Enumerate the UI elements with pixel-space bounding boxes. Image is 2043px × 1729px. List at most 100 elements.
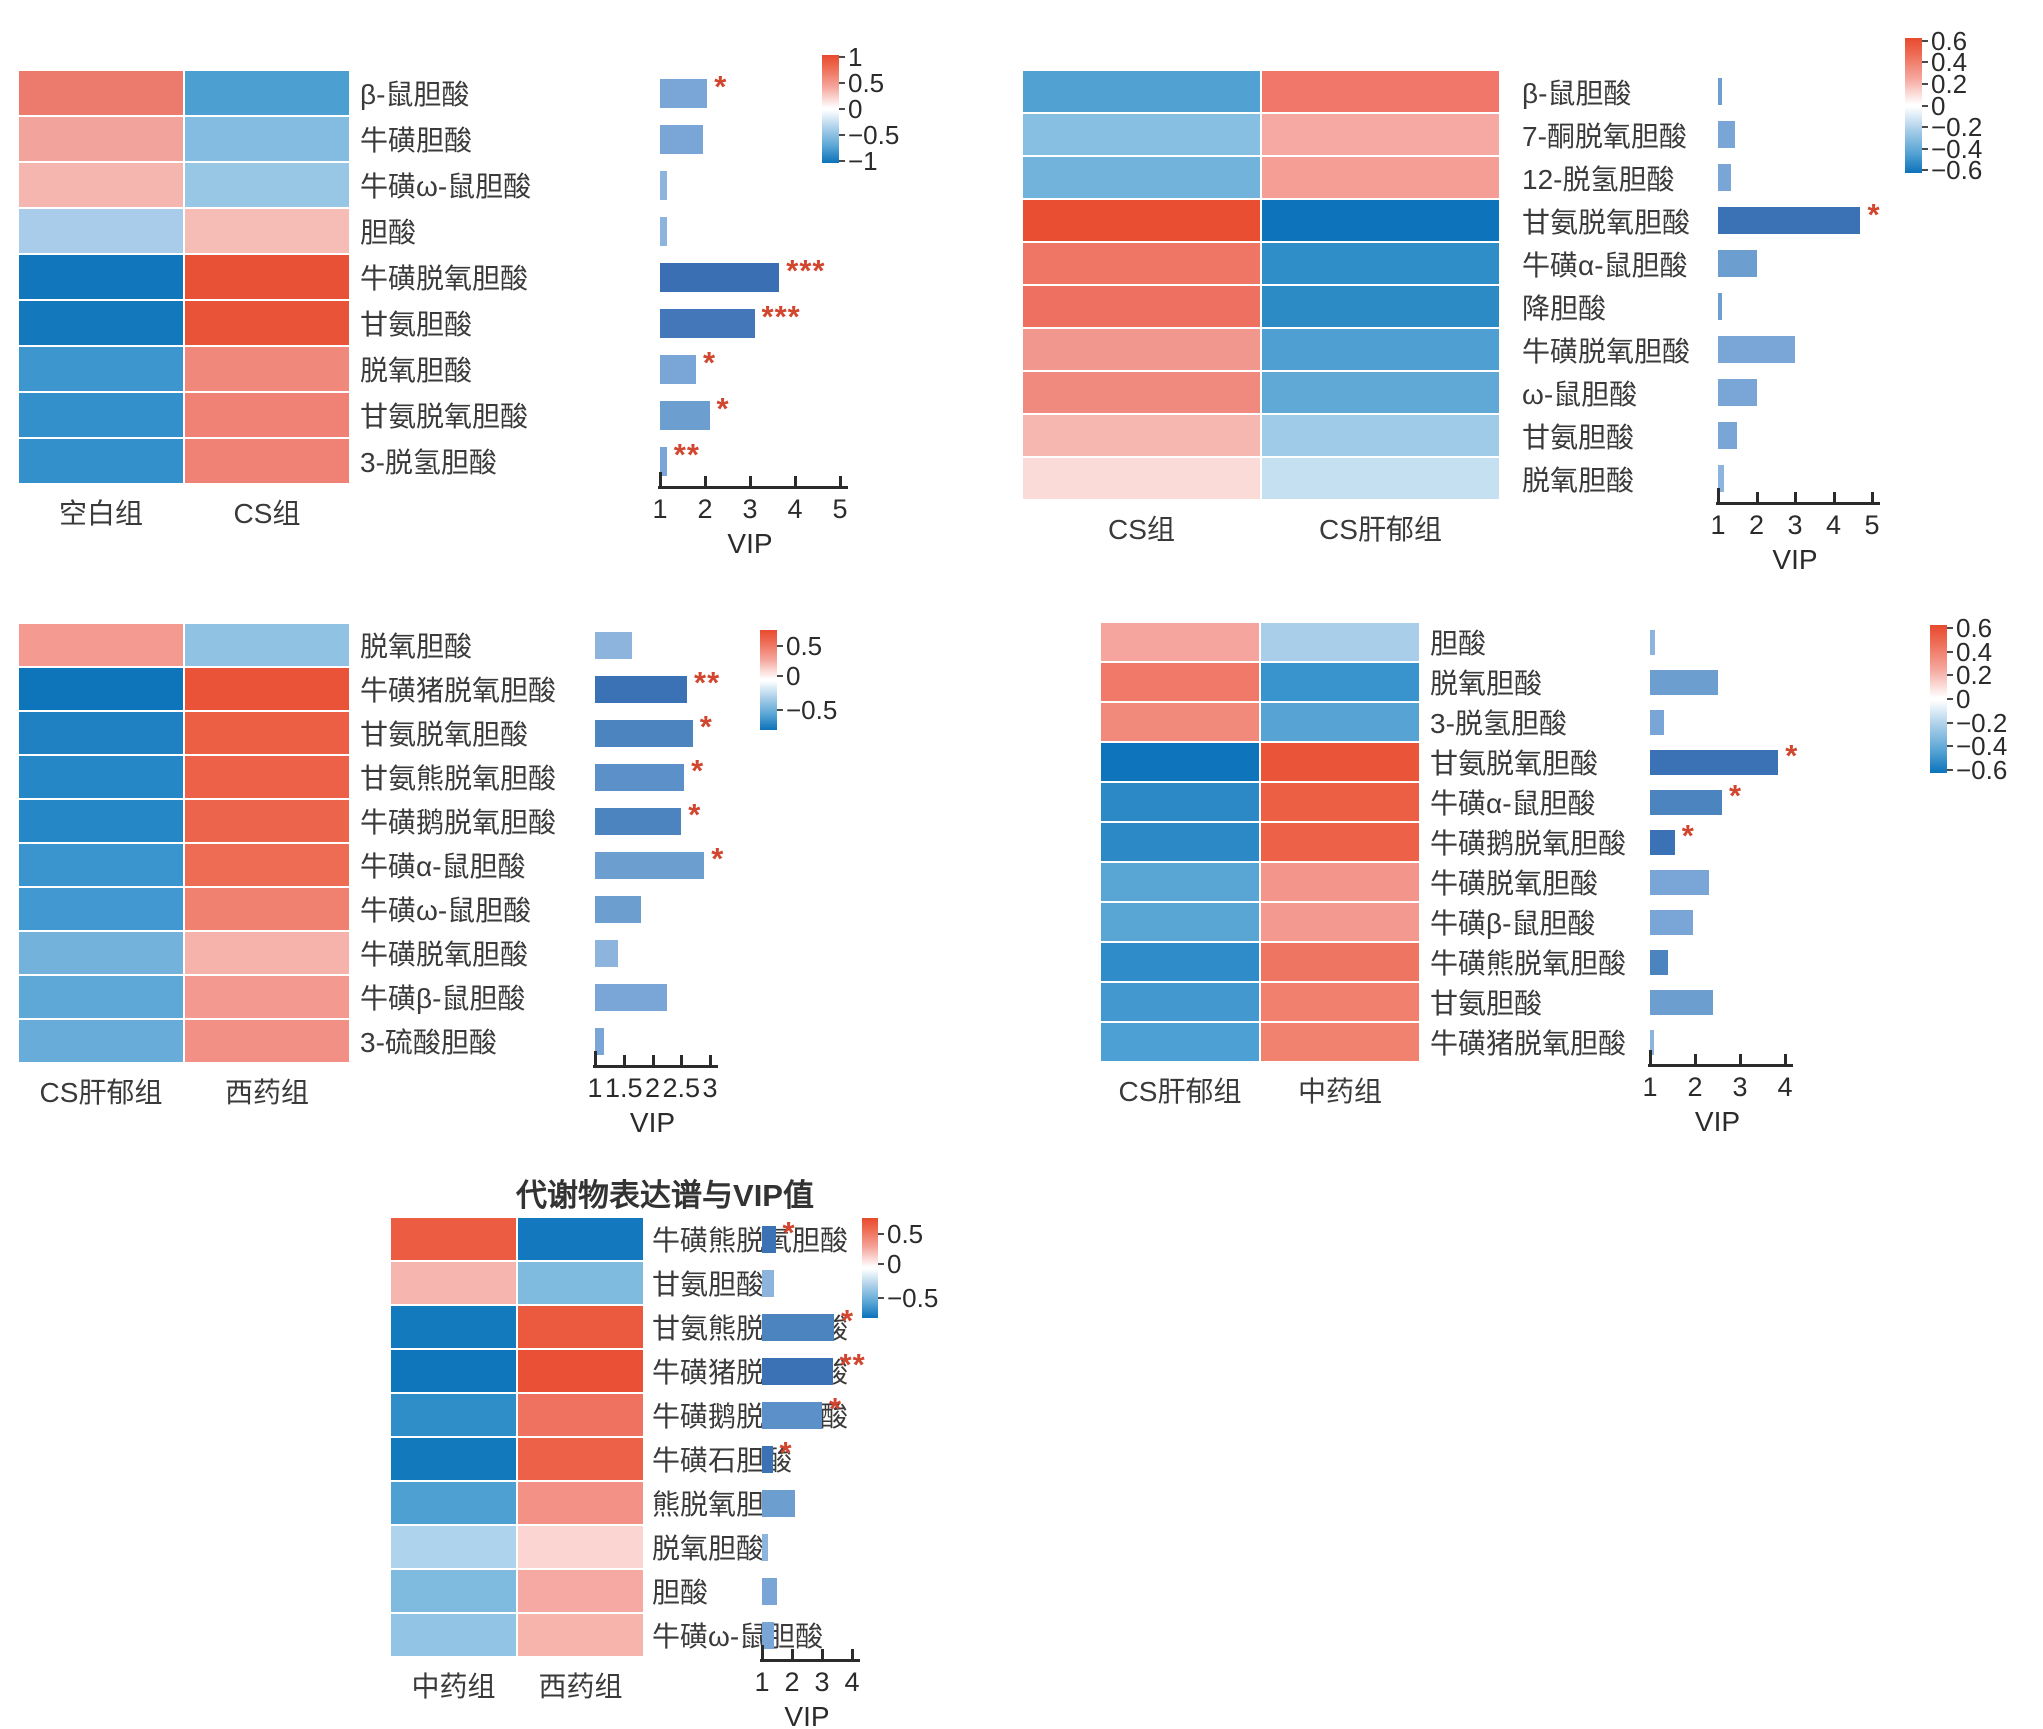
colorbar-tick-label: −0.2 <box>1956 707 2008 738</box>
vip-bar <box>762 1269 774 1297</box>
heatmap-cell <box>1023 157 1260 198</box>
axis-tick-label: 2 <box>1687 1072 1703 1102</box>
heatmap-cell <box>518 1218 643 1260</box>
vip-bar <box>1718 121 1736 148</box>
heatmap-cell <box>185 255 349 299</box>
vip-bar <box>1650 629 1655 655</box>
heatmap-cell <box>391 1570 516 1612</box>
row-label: 甘氨脱氧胆酸 <box>360 401 529 432</box>
axis-tick-label: 4 <box>787 494 803 524</box>
heatmap-cell <box>1262 415 1499 456</box>
group-label: CS组 <box>1108 514 1175 545</box>
group-label: 西药组 <box>538 1671 623 1702</box>
heatmap-cell <box>1262 243 1499 284</box>
row-label: 3-脱氢胆酸 <box>1430 708 1567 739</box>
vip-bar <box>1718 207 1861 234</box>
colorbar-tick-label: −0.2 <box>1931 112 1983 143</box>
heatmap-cell <box>19 347 183 391</box>
row-label: 牛磺α-鼠胆酸 <box>1522 249 1688 281</box>
heatmap-cell <box>1261 743 1419 781</box>
vip-bar <box>595 939 618 967</box>
row-label: ω-鼠胆酸 <box>1522 378 1638 410</box>
heatmap-cell <box>518 1614 643 1656</box>
significance-stars: * <box>829 1391 843 1426</box>
vip-axis-tick <box>1784 1054 1787 1064</box>
vip-axis-tick <box>1794 492 1797 502</box>
heatmap-cell <box>1023 71 1260 112</box>
row-label: 胆酸 <box>360 217 417 248</box>
significance-stars: * <box>716 391 730 426</box>
vip-bar <box>762 1577 777 1605</box>
significance-stars: ** <box>673 437 700 472</box>
heatmap-cell <box>185 800 349 842</box>
heatmap-cell <box>19 932 183 974</box>
significance-stars: * <box>1785 738 1799 773</box>
colorbar-tick-label: 0 <box>1956 684 1971 714</box>
vip-bar <box>1650 829 1675 855</box>
axis-tick-label: 1 <box>1710 510 1726 540</box>
vip-bar <box>1718 336 1795 363</box>
heatmap-cell <box>19 439 183 483</box>
row-label: 牛磺胆酸 <box>360 125 473 156</box>
heatmap-cell <box>391 1306 516 1348</box>
heatmap-cell <box>185 209 349 253</box>
colorbar-tick <box>1947 721 1953 724</box>
heatmap-cell <box>391 1438 516 1480</box>
heatmap-cell <box>1262 458 1499 499</box>
vip-bar <box>595 895 641 923</box>
row-label: 牛磺β-鼠胆酸 <box>360 983 526 1014</box>
vip-bar <box>1650 1029 1654 1055</box>
colorbar-tick <box>777 675 783 677</box>
vip-bar <box>595 763 685 791</box>
vip-axis-tick <box>794 476 797 486</box>
heatmap-cell <box>1101 663 1259 701</box>
heatmap-cell <box>1101 623 1259 661</box>
colorbar-tick <box>1922 169 1928 172</box>
vip-bar <box>1650 669 1718 695</box>
vip-axis-tick <box>709 1055 712 1065</box>
figure-title: 代谢物表达谱与VIP值 <box>516 1178 814 1213</box>
vip-bar <box>762 1313 834 1341</box>
row-label: 牛磺α-鼠胆酸 <box>360 851 526 882</box>
heatmap-cell <box>1101 743 1259 781</box>
vip-bar <box>660 78 708 108</box>
colorbar-tick <box>1947 698 1953 700</box>
row-label: 牛磺ω-鼠胆酸 <box>360 171 532 202</box>
row-label: 牛磺猪脱氧胆酸 <box>360 675 557 706</box>
row-label: 脱氧胆酸 <box>360 631 473 662</box>
vip-axis-tick <box>839 476 842 486</box>
heatmap-cell <box>518 1262 643 1304</box>
heatmap-cell <box>1023 286 1260 327</box>
vip-bar <box>1718 465 1724 492</box>
axis-tick-label: 2.5 <box>662 1073 701 1103</box>
colorbar-tick-label: −0.5 <box>887 1283 939 1313</box>
heatmap-cell <box>19 255 183 299</box>
group-label: CS肝郁组 <box>39 1077 163 1108</box>
heatmap-cell <box>185 888 349 930</box>
vip-bar <box>762 1225 776 1253</box>
vip-axis-tick <box>594 1051 597 1065</box>
heatmap-cell <box>19 1020 183 1062</box>
vip-axis-title: VIP <box>784 1701 830 1729</box>
heatmap-cell <box>391 1614 516 1656</box>
colorbar-tick <box>1922 147 1928 150</box>
colorbar-tick-label: 0.2 <box>1956 660 1993 691</box>
significance-stars: * <box>691 753 705 788</box>
vip-bar <box>1650 909 1693 935</box>
row-label: 牛磺鹅脱氧胆酸 <box>360 807 557 838</box>
row-label: 甘氨熊脱氧胆酸 <box>360 763 557 794</box>
heatmap-cell <box>19 393 183 437</box>
vip-bar <box>1718 164 1732 191</box>
vip-bar <box>762 1621 774 1649</box>
axis-tick-label: 4 <box>1825 510 1842 540</box>
heatmap-cell <box>391 1218 516 1260</box>
heatmap-cell <box>19 163 183 207</box>
axis-tick-label: 3 <box>1787 510 1803 540</box>
significance-stars: * <box>1867 196 1881 232</box>
colorbar-tick-label: −0.4 <box>1931 133 1983 164</box>
heatmap-cell <box>1023 243 1260 284</box>
row-label: 牛磺β-鼠胆酸 <box>1430 908 1596 939</box>
vip-bar <box>1718 422 1738 449</box>
row-label: 甘氨胆酸 <box>652 1269 765 1300</box>
heatmap-cell <box>1023 458 1260 499</box>
